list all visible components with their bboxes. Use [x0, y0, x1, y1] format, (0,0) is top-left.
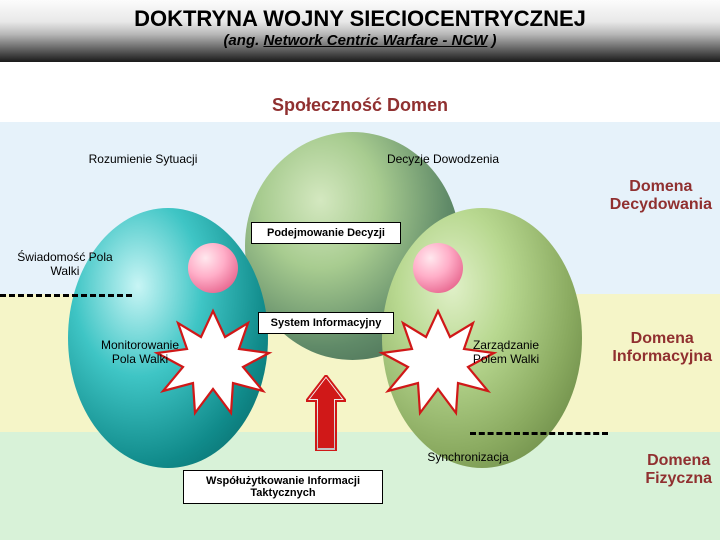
- label-rozumienie: Rozumienie Sytuacji: [68, 152, 218, 166]
- pink-circle-right: [413, 243, 463, 293]
- community-label: Społeczność Domen: [272, 95, 448, 116]
- label-decyzje: Decyzje Dowodzenia: [368, 152, 518, 166]
- dash-line-right: [470, 432, 608, 435]
- label-monitorowanie: Monitorowanie Pola Walki: [80, 338, 200, 366]
- domain-decydowania: Domena Decydowania: [610, 178, 712, 214]
- label-swiadomosc: Świadomość Pola Walki: [0, 250, 130, 278]
- arrow-up-icon: [306, 375, 346, 451]
- box-podejmowanie: Podejmowanie Decyzji: [251, 222, 401, 244]
- dash-line-left: [0, 294, 132, 297]
- domain-fizyczna: Domena Fizyczna: [645, 452, 712, 488]
- page-subtitle: (ang. Network Centric Warfare - NCW ): [0, 32, 720, 49]
- page-title: DOKTRYNA WOJNY SIECIOCENTRYCZNEJ: [0, 6, 720, 32]
- pink-circle-left: [188, 243, 238, 293]
- title-bar: DOKTRYNA WOJNY SIECIOCENTRYCZNEJ (ang. N…: [0, 0, 720, 62]
- label-synchronizacja: Synchronizacja: [408, 450, 528, 464]
- box-system: System Informacyjny: [258, 312, 394, 334]
- box-wspol: Współużytkowanie Informacji Taktycznych: [183, 470, 383, 504]
- label-zarzadzanie: Zarządzanie Polem Walki: [446, 338, 566, 366]
- domain-informacyjna: Domena Informacyjna: [612, 330, 712, 366]
